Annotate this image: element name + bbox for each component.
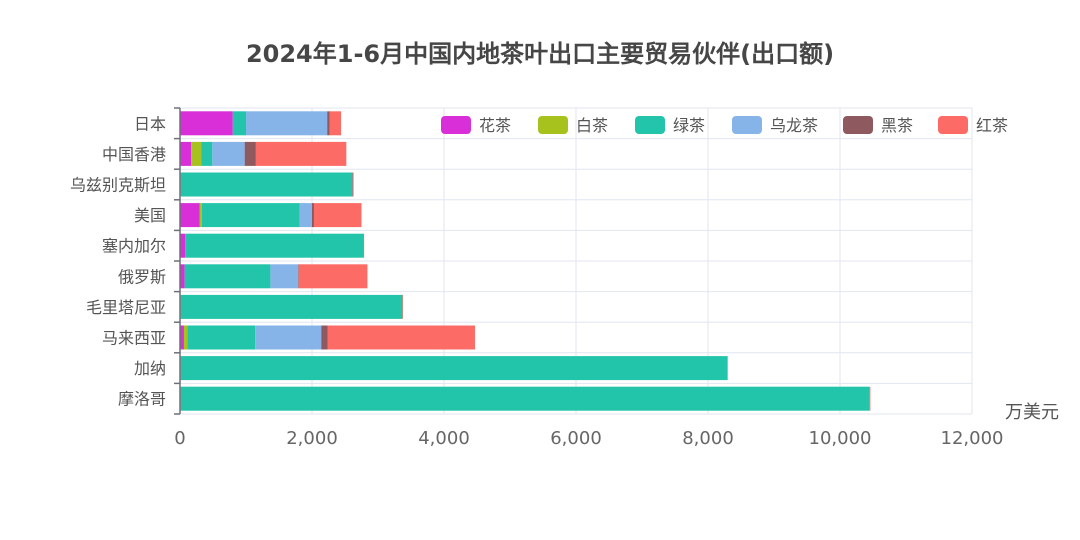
bar-segment xyxy=(199,203,202,228)
bar-segment xyxy=(255,141,347,166)
bar-segment xyxy=(180,356,728,381)
bar-segment xyxy=(232,111,246,136)
legend[interactable]: 花茶 白茶 绿茶 乌龙茶 黑茶 红茶 xyxy=(441,116,1008,135)
x-tick-label: 2,000 xyxy=(286,428,338,449)
bar-segment xyxy=(185,233,364,258)
legend-item[interactable]: 花茶 xyxy=(441,116,511,135)
legend-swatch xyxy=(441,116,471,134)
x-tick-label: 6,000 xyxy=(550,428,602,449)
bar-segment xyxy=(180,203,200,228)
x-tick-label: 0 xyxy=(174,428,185,449)
legend-label: 绿茶 xyxy=(673,116,705,135)
y-category-label: 美国 xyxy=(134,206,166,225)
bar-segment xyxy=(321,325,328,350)
bar-segment xyxy=(298,264,368,289)
bar-segment xyxy=(184,264,271,289)
bar-segment xyxy=(869,386,871,411)
bar-segment xyxy=(352,172,353,197)
y-category-label: 乌兹别克斯坦 xyxy=(70,176,166,195)
y-category-label: 摩洛哥 xyxy=(118,390,166,409)
bar-segment xyxy=(180,386,870,411)
legend-item[interactable]: 白茶 xyxy=(538,116,608,135)
legend-item[interactable]: 黑茶 xyxy=(843,116,913,135)
axes: 0 2,000 4,000 6,000 8,000 10,000 12,000日本中国香港乌… xyxy=(70,107,1004,449)
bar-segment xyxy=(180,172,353,197)
bar-segment xyxy=(187,325,256,350)
y-category-label: 毛里塔尼亚 xyxy=(86,298,166,317)
x-tick-label: 8,000 xyxy=(682,428,734,449)
y-category-label: 俄罗斯 xyxy=(118,267,166,286)
chart-title: 2024年1-6月中国内地茶叶出口主要贸易伙伴(出口额) xyxy=(246,40,834,68)
bar-segment xyxy=(212,141,245,166)
bar-segment xyxy=(191,141,202,166)
legend-label: 乌龙茶 xyxy=(770,116,818,135)
bar-segment xyxy=(201,141,213,166)
legend-swatch xyxy=(635,116,665,134)
bar-segment xyxy=(183,325,188,350)
y-category-label: 加纳 xyxy=(134,359,166,378)
y-category-label: 塞内加尔 xyxy=(102,237,166,256)
bar-segment xyxy=(270,264,299,289)
y-category-label: 日本 xyxy=(134,114,166,133)
bars xyxy=(180,111,871,411)
bar-segment xyxy=(327,111,330,136)
legend-label: 红茶 xyxy=(976,116,1008,135)
bar-segment xyxy=(312,203,314,228)
bar-segment xyxy=(180,325,184,350)
bar-segment xyxy=(201,203,300,228)
bar-segment xyxy=(180,141,192,166)
bar-segment xyxy=(727,356,728,381)
legend-swatch xyxy=(732,116,762,134)
x-tick-label: 12,000 xyxy=(941,428,1004,449)
bar-segment xyxy=(298,264,299,289)
bar-segment xyxy=(313,203,362,228)
bar-segment xyxy=(299,203,312,228)
bar-segment xyxy=(180,111,233,136)
bar-segment xyxy=(327,325,476,350)
x-tick-label: 4,000 xyxy=(418,428,470,449)
legend-swatch xyxy=(538,116,568,134)
bar-segment xyxy=(246,111,328,136)
bar-segment xyxy=(244,141,256,166)
bar-segment xyxy=(180,233,186,258)
legend-swatch xyxy=(938,116,968,134)
bar-segment xyxy=(180,294,403,319)
legend-item[interactable]: 红茶 xyxy=(938,116,1008,135)
bar-segment xyxy=(402,294,404,319)
legend-item[interactable]: 绿茶 xyxy=(635,116,705,135)
bar-segment xyxy=(329,111,342,136)
legend-label: 花茶 xyxy=(479,116,511,135)
y-category-label: 马来西亚 xyxy=(102,329,166,348)
bar-segment xyxy=(363,233,365,258)
bar-segment xyxy=(255,325,322,350)
legend-label: 黑茶 xyxy=(881,116,913,135)
x-tick-label: 10,000 xyxy=(809,428,872,449)
unit-label: 万美元 xyxy=(1005,402,1059,423)
grid xyxy=(180,107,973,415)
bar-segment xyxy=(180,264,185,289)
legend-label: 白茶 xyxy=(576,116,608,135)
legend-swatch xyxy=(843,116,873,134)
legend-item[interactable]: 乌龙茶 xyxy=(732,116,818,135)
y-category-label: 中国香港 xyxy=(102,145,166,164)
bar-segment xyxy=(352,172,354,197)
